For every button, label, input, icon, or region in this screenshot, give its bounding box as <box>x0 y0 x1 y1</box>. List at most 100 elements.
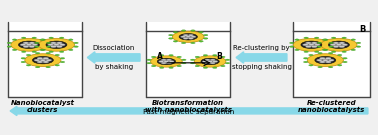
Circle shape <box>311 46 317 48</box>
Circle shape <box>314 51 319 53</box>
Circle shape <box>319 61 325 63</box>
Circle shape <box>147 62 151 64</box>
Circle shape <box>221 65 225 67</box>
Circle shape <box>40 39 44 40</box>
Circle shape <box>304 58 308 59</box>
Circle shape <box>329 46 333 48</box>
Circle shape <box>328 59 334 61</box>
Circle shape <box>303 44 308 46</box>
Text: Fast magnetic separation: Fast magnetic separation <box>143 109 235 115</box>
Circle shape <box>186 36 191 38</box>
Circle shape <box>339 46 345 48</box>
Circle shape <box>356 42 361 44</box>
Circle shape <box>191 36 196 38</box>
Circle shape <box>338 54 342 56</box>
Circle shape <box>301 41 322 48</box>
Circle shape <box>23 46 29 48</box>
Circle shape <box>177 65 181 67</box>
Circle shape <box>68 39 73 40</box>
Circle shape <box>41 39 46 40</box>
Circle shape <box>181 36 186 38</box>
Circle shape <box>356 46 361 48</box>
Circle shape <box>321 38 357 51</box>
Circle shape <box>328 66 333 68</box>
Circle shape <box>169 38 173 39</box>
Circle shape <box>49 51 53 53</box>
Circle shape <box>306 42 311 44</box>
Circle shape <box>328 41 349 48</box>
Circle shape <box>19 41 39 48</box>
Circle shape <box>169 34 173 36</box>
FancyBboxPatch shape <box>8 22 82 97</box>
Circle shape <box>317 42 322 44</box>
Circle shape <box>318 52 322 54</box>
Circle shape <box>21 61 25 63</box>
Circle shape <box>60 58 65 59</box>
Circle shape <box>314 37 319 39</box>
Circle shape <box>293 38 330 51</box>
Circle shape <box>36 66 40 68</box>
Circle shape <box>322 49 327 51</box>
Circle shape <box>51 42 56 44</box>
Circle shape <box>32 44 38 46</box>
Circle shape <box>169 61 174 62</box>
Circle shape <box>329 42 333 44</box>
Text: Biotransformation
with nanobiocatalysts: Biotransformation with nanobiocatalysts <box>144 100 232 113</box>
Circle shape <box>181 42 186 44</box>
Circle shape <box>181 59 186 61</box>
Circle shape <box>169 55 174 56</box>
Circle shape <box>54 44 59 46</box>
Circle shape <box>308 44 314 46</box>
Text: Re-clustering by: Re-clustering by <box>233 45 290 51</box>
Circle shape <box>343 58 347 59</box>
Circle shape <box>161 59 166 61</box>
Circle shape <box>332 51 336 53</box>
Circle shape <box>319 57 325 59</box>
Circle shape <box>11 38 47 51</box>
Circle shape <box>36 52 40 54</box>
Circle shape <box>43 61 49 63</box>
Circle shape <box>34 46 39 48</box>
Circle shape <box>191 42 195 44</box>
Circle shape <box>43 57 49 59</box>
Circle shape <box>221 56 225 58</box>
Circle shape <box>322 59 328 61</box>
Circle shape <box>32 51 36 53</box>
Text: A: A <box>157 53 163 61</box>
Circle shape <box>173 40 178 42</box>
Circle shape <box>29 46 35 48</box>
Circle shape <box>317 59 322 61</box>
Circle shape <box>290 46 294 48</box>
Circle shape <box>330 44 336 46</box>
Circle shape <box>179 33 197 40</box>
Circle shape <box>324 39 328 40</box>
Circle shape <box>351 49 356 51</box>
Circle shape <box>304 37 308 39</box>
Circle shape <box>333 42 339 44</box>
Circle shape <box>38 38 74 51</box>
Circle shape <box>183 34 188 36</box>
Circle shape <box>342 37 346 39</box>
Circle shape <box>225 62 230 64</box>
Circle shape <box>325 57 331 59</box>
Circle shape <box>160 55 164 56</box>
Circle shape <box>203 67 208 68</box>
Circle shape <box>20 44 26 46</box>
Circle shape <box>60 61 65 63</box>
Circle shape <box>191 59 195 61</box>
Circle shape <box>188 34 193 36</box>
Circle shape <box>195 56 200 58</box>
Circle shape <box>49 37 53 39</box>
Circle shape <box>317 46 322 48</box>
Text: B: B <box>359 25 365 34</box>
Circle shape <box>46 41 67 48</box>
Circle shape <box>181 30 186 31</box>
Circle shape <box>59 37 64 39</box>
Circle shape <box>46 52 50 54</box>
Circle shape <box>22 37 26 39</box>
Circle shape <box>181 62 186 64</box>
Text: Re-clustered
nanobiocatalysts: Re-clustered nanobiocatalysts <box>298 100 365 113</box>
Circle shape <box>41 49 46 51</box>
Circle shape <box>29 42 35 44</box>
Circle shape <box>205 59 210 61</box>
